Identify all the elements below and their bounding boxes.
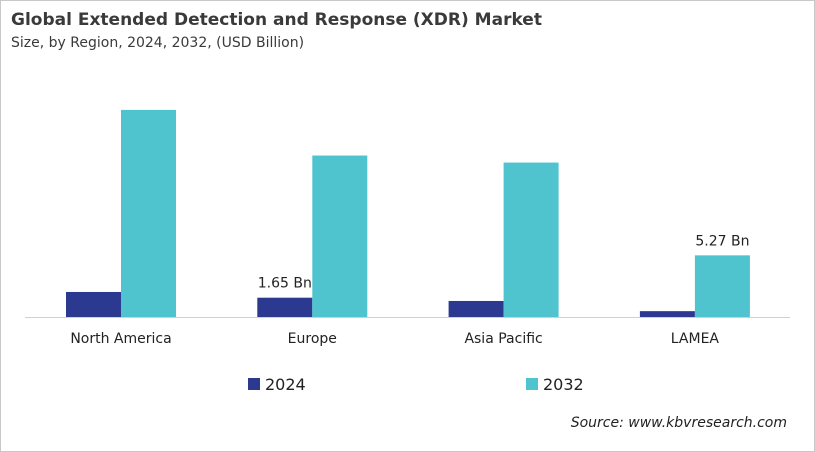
bar-2024-europe	[257, 297, 313, 317]
bar-2024-lamea	[639, 311, 695, 317]
legend-label-2032: 2032	[543, 375, 584, 394]
chart-subtitle: Size, by Region, 2024, 2032, (USD Billio…	[11, 35, 305, 51]
chart-title: Global Extended Detection and Response (…	[11, 10, 542, 30]
bar-2024-asia-pacific	[448, 300, 504, 317]
bar-2024-north-america	[66, 291, 121, 317]
x-tick-label: North America	[70, 331, 171, 347]
data-label: 1.65 Bn	[258, 276, 312, 292]
x-tick-label: Asia Pacific	[464, 331, 542, 347]
bar-2032-asia-pacific	[503, 162, 559, 317]
legend-swatch-2032	[526, 378, 538, 390]
source-note: Source: www.kbvresearch.com	[570, 415, 787, 431]
legend-swatch-2024	[248, 378, 260, 390]
bar-2032-europe	[312, 155, 368, 317]
legend-label-2024: 2024	[265, 375, 306, 394]
x-tick-label: LAMEA	[671, 331, 720, 347]
data-label: 5.27 Bn	[695, 233, 749, 249]
x-tick-label: Europe	[288, 331, 337, 347]
bar-2032-north-america	[121, 109, 176, 317]
bar-2032-lamea	[694, 255, 750, 317]
